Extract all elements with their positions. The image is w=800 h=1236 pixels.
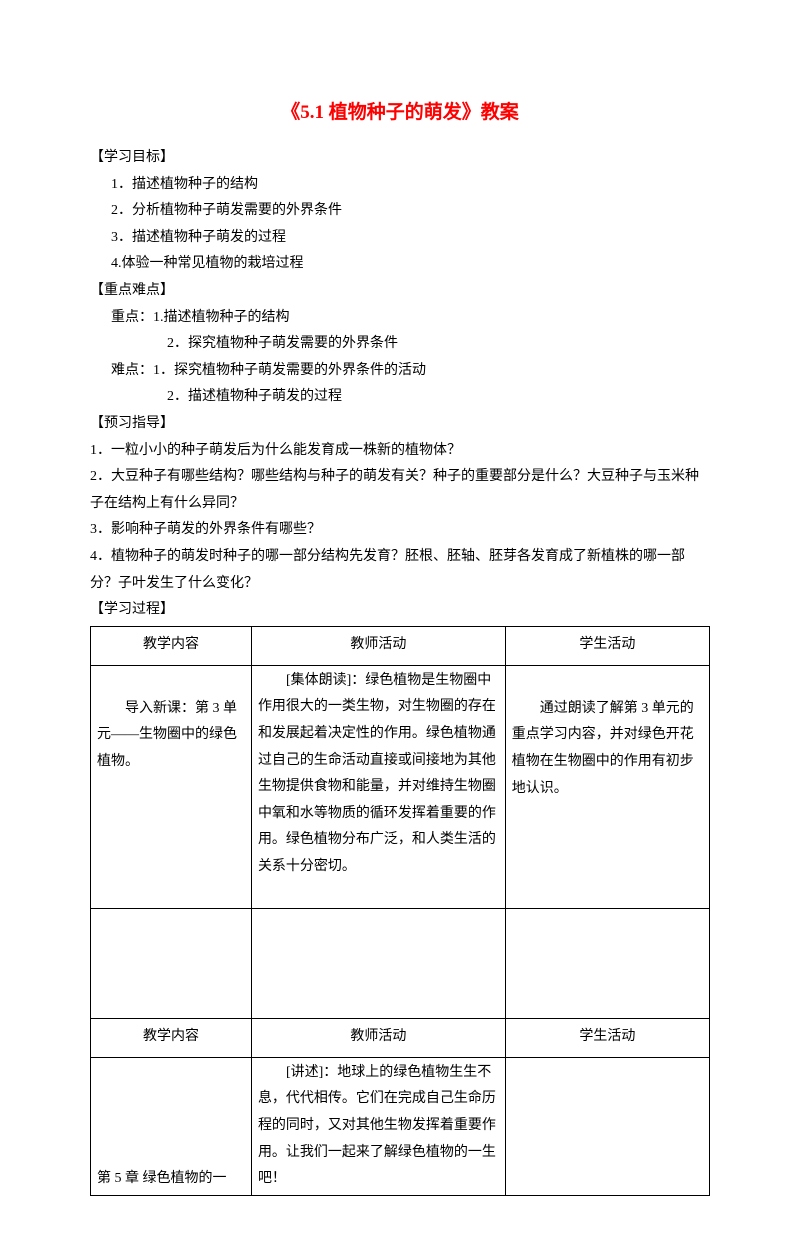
- table-header-row: 教学内容 教师活动 学生活动: [91, 626, 710, 665]
- document-title: 《5.1 植物种子的萌发》教案: [90, 95, 710, 131]
- document-page: 《5.1 植物种子的萌发》教案 【学习目标】 1．描述植物种子的结构 2．分析植…: [0, 0, 800, 1236]
- difficulty-item: 2．描述植物种子萌发的过程: [90, 384, 710, 411]
- cell-content: [91, 908, 252, 1018]
- col-header-student: 学生活动: [505, 626, 709, 665]
- col-header-teacher: 教师活动: [251, 1018, 505, 1057]
- col-header-student: 学生活动: [505, 1018, 709, 1057]
- keypoint-item: 重点：1.描述植物种子的结构: [90, 305, 710, 332]
- cell-content: 导入新课：第 3 单元——生物圈中的绿色植物。: [91, 665, 252, 908]
- preview-question: 2．大豆种子有哪些结构？哪些结构与种子的萌发有关？种子的重要部分是什么？大豆种子…: [90, 464, 710, 517]
- difficulty-item: 难点：1．探究植物种子萌发需要的外界条件的活动: [90, 358, 710, 385]
- goal-item: 3．描述植物种子萌发的过程: [90, 225, 710, 252]
- col-header-teacher: 教师活动: [251, 626, 505, 665]
- preview-question: 3．影响种子萌发的外界条件有哪些？: [90, 517, 710, 544]
- cell-teacher: [251, 908, 505, 1018]
- lesson-table: 教学内容 教师活动 学生活动 导入新课：第 3 单元——生物圈中的绿色植物。 […: [90, 626, 710, 1196]
- cell-student: 通过朗读了解第 3 单元的重点学习内容，并对绿色开花植物在生物圈中的作用有初步地…: [505, 665, 709, 908]
- table-header-row: 教学内容 教师活动 学生活动: [91, 1018, 710, 1057]
- col-header-content: 教学内容: [91, 1018, 252, 1057]
- goal-item: 1．描述植物种子的结构: [90, 172, 710, 199]
- section-heading-goals: 【学习目标】: [90, 145, 710, 172]
- section-heading-preview: 【预习指导】: [90, 411, 710, 438]
- col-header-content: 教学内容: [91, 626, 252, 665]
- preview-question: 4．植物种子的萌发时种子的哪一部分结构先发育？胚根、胚轴、胚芽各发育成了新植株的…: [90, 544, 710, 597]
- preview-question: 1．一粒小小的种子萌发后为什么能发育成一株新的植物体？: [90, 438, 710, 465]
- cell-student: [505, 1057, 709, 1195]
- section-heading-keypoints: 【重点难点】: [90, 278, 710, 305]
- section-heading-process: 【学习过程】: [90, 597, 710, 624]
- cell-content: 第 5 章 绿色植物的一: [91, 1057, 252, 1195]
- cell-teacher: [集体朗读]：绿色植物是生物圈中作用很大的一类生物，对生物圈的存在和发展起着决定…: [251, 665, 505, 908]
- cell-student: [505, 908, 709, 1018]
- keypoint-item: 2．探究植物种子萌发需要的外界条件: [90, 331, 710, 358]
- cell-teacher: [讲述]：地球上的绿色植物生生不息，代代相传。它们在完成自己生命历程的同时，又对…: [251, 1057, 505, 1195]
- table-row: 导入新课：第 3 单元——生物圈中的绿色植物。 [集体朗读]：绿色植物是生物圈中…: [91, 665, 710, 908]
- goal-item: 2．分析植物种子萌发需要的外界条件: [90, 198, 710, 225]
- goal-item: 4.体验一种常见植物的栽培过程: [90, 251, 710, 278]
- table-row: [91, 908, 710, 1018]
- table-row: 第 5 章 绿色植物的一 [讲述]：地球上的绿色植物生生不息，代代相传。它们在完…: [91, 1057, 710, 1195]
